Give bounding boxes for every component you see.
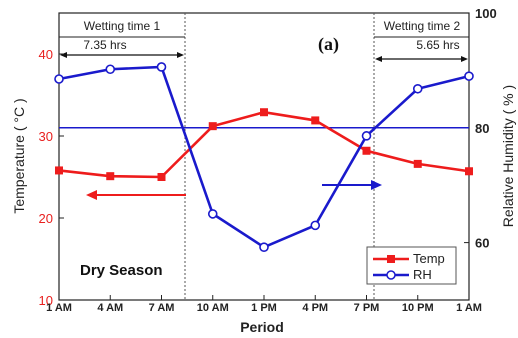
x-tick-label: 1 AM [456, 302, 482, 314]
data-point-temp [311, 116, 320, 125]
data-point-temp [362, 146, 371, 155]
wetting-time-2-value: 5.65 hrs [416, 38, 459, 52]
data-point-temp [157, 173, 166, 181]
data-point-rh [156, 62, 167, 72]
axis-ticks: 10 20 30 40 60 80 100 1 AM 4 AM 7 AM 10 AM 1 PM 4 PM… [39, 6, 497, 314]
data-point-temp [413, 159, 422, 168]
data-point-rh [54, 74, 64, 84]
data-point-rh [361, 131, 372, 141]
x-tick-label: 4 PM [302, 302, 328, 314]
data-point-rh [207, 209, 218, 219]
wetting-time-2-arrowhead-left [375, 56, 382, 62]
legend-temp-label: Temp [413, 251, 445, 266]
y-tick-label-right: 80 [475, 121, 489, 136]
y-tick-label-left: 30 [39, 129, 53, 144]
data-point-temp [106, 172, 115, 181]
x-tick-label: 7 PM [354, 302, 380, 314]
data-point-rh [105, 64, 116, 75]
wetting-time-1-title: Wetting time 1 [84, 19, 161, 33]
y-tick-label-left: 40 [39, 47, 53, 62]
y-tick-label-left: 20 [39, 211, 53, 226]
legend-box [366, 246, 457, 285]
wetting-time-1-arrowhead-right [177, 52, 184, 58]
x-tick-label: 4 AM [97, 302, 123, 314]
temp-axis-arrowhead [86, 190, 97, 200]
panel-label: (a) [318, 34, 339, 55]
y-tick-label-right: 100 [475, 6, 497, 21]
y-axis-title-right: Relative Humidity ( % ) [500, 85, 516, 227]
data-point-temp [260, 108, 268, 117]
y-tick-label-right: 60 [475, 236, 489, 251]
legend-rh-label: RH [413, 267, 432, 282]
x-tick-label: 1 PM [251, 302, 277, 314]
x-axis-title: Period [240, 319, 284, 335]
data-point-rh [259, 242, 269, 252]
x-tick-label: 10 PM [402, 302, 434, 314]
rh-axis-arrowhead [371, 180, 382, 190]
x-tick-label: 7 AM [149, 302, 175, 314]
wetting-time-1-arrowhead-left [60, 52, 67, 58]
x-tick-label: 10 AM [197, 302, 229, 314]
wetting-time-2-title: Wetting time 2 [384, 19, 461, 33]
legend: Temp RH [366, 246, 457, 285]
series-group [54, 62, 474, 252]
data-point-temp [208, 122, 217, 131]
data-point-rh [310, 220, 321, 231]
x-tick-label: 1 AM [46, 302, 72, 314]
series-line-rh [58, 65, 470, 249]
data-point-temp [55, 166, 63, 175]
data-point-rh [464, 71, 474, 81]
data-point-temp [465, 167, 473, 176]
legend-rh-marker [386, 270, 396, 280]
wetting-time-2-arrowhead-right [461, 56, 468, 62]
legend-temp-marker [387, 255, 395, 263]
y-tick-label-left: 10 [39, 293, 53, 308]
data-point-rh [412, 83, 423, 94]
series-line-temp [58, 110, 470, 179]
season-label: Dry Season [80, 262, 163, 279]
y-axis-title-left: Temperature ( °C ) [11, 98, 27, 213]
wetting-time-1-value: 7.35 hrs [83, 38, 126, 52]
